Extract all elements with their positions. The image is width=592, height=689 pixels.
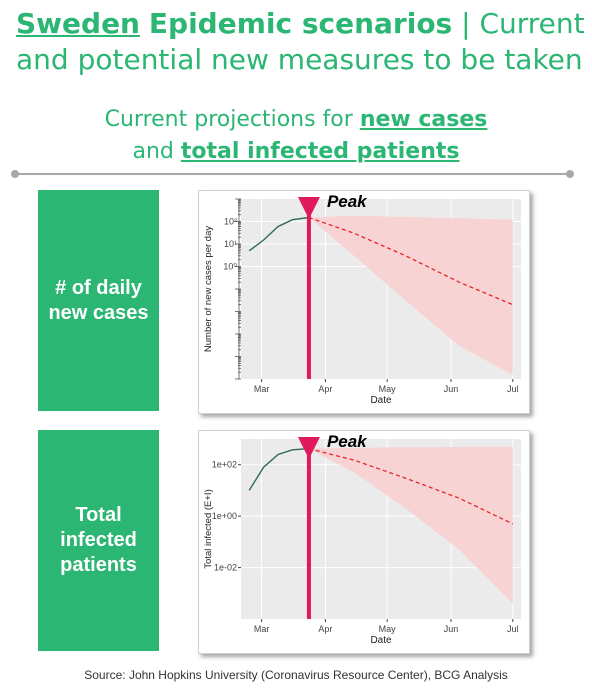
title-line-2: and potential new measures to be taken [16, 43, 583, 76]
heading-prefix-2: and [132, 139, 181, 164]
title-topic: Epidemic scenarios [148, 7, 453, 40]
observed-line [248, 216, 309, 252]
x-axis-label: Date [370, 635, 392, 646]
row-label-text: # of daily [55, 276, 142, 299]
x-tick-label: May [379, 624, 397, 634]
y-tick-label: 10¹ [224, 239, 237, 249]
chart-card-daily-cases: Peak Mar Apr May Jun Jul Date 10² 10¹ 10⁰ Number o… [198, 190, 530, 414]
divider-dot-right [566, 170, 574, 178]
peak-label: Peak [327, 432, 368, 451]
x-tick-label: Jul [507, 384, 519, 394]
chart-card-total-infected: Peak Mar Apr May Jun Jul Date 1e+02 1e+00 1e-02 To… [198, 430, 530, 654]
y-tick-label: 1e-02 [214, 563, 237, 573]
projection-band [308, 446, 513, 604]
x-tick-label: Jun [444, 384, 459, 394]
x-tick-label: Apr [318, 624, 332, 634]
row-label-text: infected [60, 529, 137, 551]
title-separator-text: | Current p [461, 7, 592, 40]
y-tick-label: 1e+02 [212, 460, 237, 470]
y-tick-label: 10² [224, 217, 237, 227]
chart-daily-new-cases: Peak Mar Apr May Jun Jul Date 10² 10¹ 10⁰ Number o… [203, 192, 521, 406]
projection-line [308, 216, 514, 306]
y-tick-label: 1e+00 [212, 511, 237, 521]
x-tick-label: Apr [318, 384, 332, 394]
divider-dot-left [11, 170, 19, 178]
row-label-text: new cases [48, 301, 149, 324]
chart-section-heading: Current projections for new cases and to… [0, 104, 592, 168]
row-label-text: Total [75, 504, 122, 526]
heading-prefix-1: Current projections for [104, 107, 360, 132]
x-tick-label: May [379, 384, 397, 394]
x-axis-label: Date [370, 395, 392, 406]
row-label-text: patients [60, 554, 137, 576]
peak-triangle [297, 437, 320, 459]
title-line-1: Sweden Epidemic scenarios | Current p [16, 6, 592, 42]
chart-total-infected: Peak Mar Apr May Jun Jul Date 1e+02 1e+00 1e-02To… [203, 432, 521, 646]
projection-band [308, 215, 513, 375]
row-label-total-infected: Total infected patients [38, 430, 159, 651]
heading-total-infected: total infected patients [180, 139, 460, 164]
source-note: Source: John Hopkins University (Coronav… [84, 668, 508, 682]
y-axis-label: Number of new cases per day [203, 226, 214, 352]
observed-line [248, 448, 309, 491]
peak-triangle [297, 197, 320, 219]
heading-line-2: and total infected patients [0, 136, 592, 168]
y-tick-label: 10⁰ [223, 262, 237, 272]
x-tick-label: Mar [254, 624, 270, 634]
peak-label: Peak [327, 192, 368, 211]
y-axis-label: Total infected (E+I) [203, 489, 214, 568]
title-country: Sweden [16, 7, 140, 40]
projection-line [308, 448, 514, 525]
x-tick-label: Jul [507, 624, 519, 634]
x-tick-label: Mar [254, 384, 270, 394]
page-title: Sweden Epidemic scenarios | Current p an… [16, 6, 592, 78]
x-tick-label: Jun [444, 624, 459, 634]
heading-new-cases: new cases [359, 107, 488, 132]
heading-line-1: Current projections for new cases [0, 104, 592, 136]
section-divider [14, 173, 570, 175]
row-label-daily-cases: # of daily new cases [38, 190, 159, 411]
